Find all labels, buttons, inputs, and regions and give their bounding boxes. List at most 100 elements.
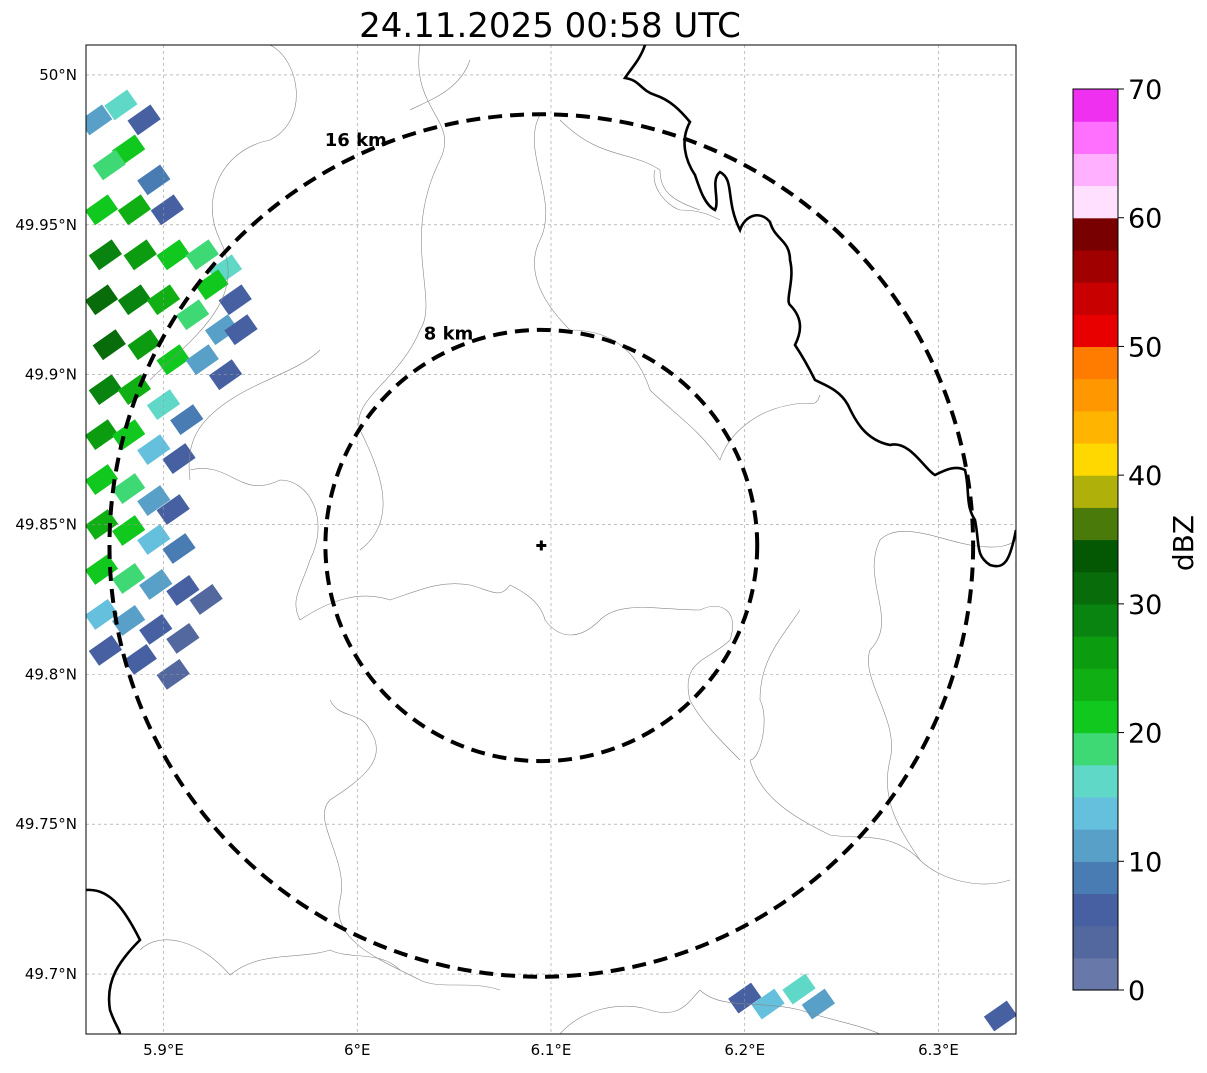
colorbar-segment: [1073, 185, 1118, 219]
colorbar-segment: [1073, 829, 1118, 862]
map-frame: [85, 44, 1017, 1035]
radar-echo-cell: [86, 104, 113, 136]
colorbar-segment: [1073, 249, 1118, 283]
longitude-tick-label: 6.1°E: [531, 1041, 572, 1059]
latitude-tick-label: 49.85°N: [15, 516, 77, 534]
map-title: 24.11.2025 00:58 UTC: [359, 6, 741, 46]
range-ring: [323, 327, 760, 764]
radar-echo-cell: [104, 89, 138, 121]
radar-echo-cell: [801, 988, 836, 1020]
latitude-tick-label: 49.95°N: [15, 216, 77, 234]
range-rings: 8 km 16 km: [107, 112, 976, 979]
colorbar-label: dBZ: [1167, 515, 1200, 571]
colorbar-tick-label: 60: [1128, 204, 1162, 235]
longitude-tick-label: 6.2°E: [724, 1041, 765, 1059]
dbz-colorbar: 0 10 20 30 40 50 60 70: [1072, 75, 1162, 1007]
radar-echo-cell: [86, 284, 119, 316]
latitude-tick-label: 49.75°N: [15, 815, 77, 833]
radar-echo-cell: [204, 314, 239, 346]
colorbar-segment: [1073, 378, 1118, 412]
colorbar-segment: [1073, 346, 1118, 380]
radar-echo-cell: [123, 643, 157, 675]
radar-echo-cell: [139, 569, 173, 600]
colorbar-frame: [1072, 88, 1119, 991]
radar-site-marker: [536, 540, 547, 551]
radar-echo-cell: [189, 584, 223, 615]
radar-echo-cell: [162, 443, 196, 474]
colorbar-segment: [1073, 861, 1118, 895]
radar-echo-cell: [139, 614, 173, 645]
colorbar-segment: [1073, 282, 1118, 315]
radar-echo-cell: [111, 563, 146, 594]
range-ring: [107, 112, 976, 979]
longitude-tick-label: 6.3°E: [918, 1041, 959, 1059]
radar-echo-cell: [137, 164, 171, 196]
longitude-tick-label: 6°E: [344, 1041, 371, 1059]
colorbar-segment: [1073, 764, 1118, 798]
radar-echo-cell: [156, 494, 190, 525]
radar-echo-cell: [92, 149, 126, 181]
radar-echo-cell: [224, 314, 258, 346]
longitude-tick-labels: 5.9°E 6°E 6.1°E 6.2°E 6.3°E: [143, 1041, 959, 1059]
colorbar-tick-label: 50: [1128, 332, 1162, 363]
radar-echo-cell: [218, 284, 252, 316]
radar-echo-cell: [137, 434, 171, 465]
river-border-lines: [86, 45, 1016, 1034]
radar-echo-cell: [728, 982, 762, 1014]
radar-echo-cell: [127, 104, 161, 136]
radar-echo-cell: [175, 299, 210, 331]
colorbar-segment: [1073, 796, 1118, 830]
radar-echo-cell: [166, 575, 200, 606]
radar-echo-cell: [170, 404, 204, 436]
radar-echo-cell: [150, 194, 185, 226]
radar-echo-cell: [162, 533, 196, 564]
longitude-tick-label: 5.9°E: [143, 1041, 184, 1059]
colorbar-tick-label: 70: [1128, 75, 1162, 106]
colorbar-segment: [1073, 732, 1118, 766]
radar-echo-cell: [117, 194, 152, 226]
radar-echo-cell: [195, 269, 229, 301]
radar-echo-cell: [156, 658, 190, 690]
colorbar-segment: [1073, 121, 1118, 154]
radar-echo-cell: [137, 485, 171, 516]
range-ring-label: 16 km: [325, 130, 387, 151]
colorbar-segment: [1073, 410, 1118, 444]
colorbar-tick-label: 10: [1128, 847, 1162, 878]
radar-echo-cell: [166, 622, 200, 654]
colorbar-segment: [1073, 957, 1118, 991]
colorbar-tick-label: 30: [1128, 590, 1162, 621]
radar-echo-cell: [88, 239, 123, 271]
colorbar-segment: [1073, 925, 1118, 959]
radar-echo-layer: [86, 89, 1016, 1032]
radar-echo-cell: [88, 634, 123, 666]
radar-echo-cell: [86, 509, 119, 540]
colorbar-tick-label: 20: [1128, 719, 1162, 750]
radar-echo-cell: [92, 329, 126, 361]
radar-echo-cell: [111, 515, 146, 546]
border-lines: [139, 45, 1016, 1034]
latitude-tick-label: 50°N: [39, 66, 77, 84]
radar-echo-cell: [156, 344, 190, 376]
radar-echo-cell: [185, 239, 219, 271]
colorbar-segment: [1073, 217, 1118, 251]
latitude-tick-labels: 50°N 49.95°N 49.9°N 49.85°N 49.8°N 49.75°N 49.…: [15, 66, 77, 983]
radar-echo-cell: [751, 988, 785, 1020]
map-gridlines: [86, 45, 1016, 1034]
colorbar-segment: [1073, 442, 1118, 476]
radar-echo-cell: [86, 464, 119, 495]
colorbar-segment: [1073, 314, 1118, 348]
colorbar-segment: [1073, 153, 1118, 187]
colorbar-segment: [1073, 700, 1118, 734]
radar-echo-cell: [111, 473, 146, 504]
colorbar-segment: [1073, 89, 1118, 122]
colorbar-segment: [1073, 603, 1118, 637]
radar-echo-cell: [111, 605, 146, 636]
colorbar-segment: [1073, 668, 1118, 701]
latitude-tick-label: 49.7°N: [25, 965, 77, 983]
radar-echo-cell: [185, 344, 219, 376]
radar-echo-cell: [782, 973, 816, 1005]
colorbar-segment: [1073, 475, 1118, 508]
map-area: 8 km 16 km: [86, 45, 1016, 1034]
radar-echo-cell: [983, 1000, 1016, 1032]
